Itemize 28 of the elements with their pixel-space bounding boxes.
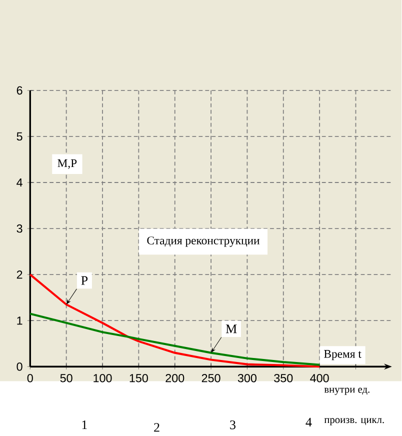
series-label: P	[81, 276, 88, 285]
x-tick-label: 400	[310, 374, 330, 382]
series-label: M	[226, 324, 237, 334]
x-tick-label: 250	[202, 374, 220, 382]
text: внутри ед.	[324, 388, 370, 395]
text: 4	[306, 418, 312, 426]
x-tick-label: 200	[166, 374, 184, 382]
x-axis-title: Время t	[324, 350, 362, 360]
annotation: Стадия реконструкции	[147, 236, 260, 247]
y-tick-label: 6	[17, 86, 22, 95]
x-tick-label: 350	[274, 374, 293, 382]
text: произв. цикл.	[324, 418, 384, 426]
text: 2	[154, 423, 160, 432]
y-tick-label: 3	[16, 224, 22, 233]
y-tick-label: 1	[17, 316, 22, 325]
line-series	[29, 274, 321, 368]
y-tick-label: 5	[16, 132, 22, 141]
y-tick-label: 0	[16, 362, 23, 371]
x-tick-label: 150	[130, 374, 148, 382]
y-tick-label: 2	[17, 270, 22, 279]
text: 3	[230, 420, 236, 430]
x-tick-label: 0	[28, 374, 34, 382]
y-tick-label: 4	[16, 178, 23, 187]
text: 1	[82, 420, 88, 430]
x-tick-label: 50	[60, 374, 73, 382]
x-tick-label: 300	[238, 374, 257, 382]
y-axis-title: M,P	[58, 159, 77, 169]
x-tick-label: 100	[94, 374, 112, 382]
